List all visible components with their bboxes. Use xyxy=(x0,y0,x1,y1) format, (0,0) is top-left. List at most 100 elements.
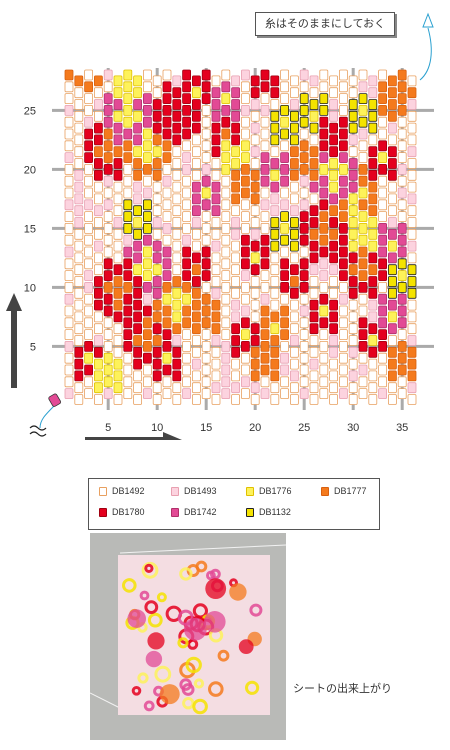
bead xyxy=(260,222,270,234)
bead xyxy=(309,193,319,205)
bead xyxy=(358,281,368,293)
bead xyxy=(113,358,123,370)
bead xyxy=(182,234,192,246)
bead xyxy=(103,364,113,376)
flower-motif xyxy=(147,612,163,628)
bead xyxy=(64,234,74,246)
bead xyxy=(378,152,388,164)
bead xyxy=(260,105,270,116)
bead xyxy=(319,305,329,317)
bead xyxy=(103,222,113,234)
bead xyxy=(407,110,417,122)
bead xyxy=(201,305,211,317)
flower-motif xyxy=(144,600,159,614)
bead xyxy=(152,181,162,193)
bead xyxy=(84,116,93,128)
bead xyxy=(378,352,388,364)
bead xyxy=(64,152,74,164)
bead xyxy=(299,258,309,270)
bead xyxy=(387,264,397,276)
bead xyxy=(289,193,299,205)
bead xyxy=(191,276,201,287)
bead xyxy=(329,252,339,264)
bead xyxy=(299,305,309,317)
bead xyxy=(103,211,113,223)
bead xyxy=(103,81,113,93)
bead xyxy=(113,287,123,299)
thread-line xyxy=(119,544,286,554)
bead xyxy=(221,175,231,187)
bead xyxy=(250,276,260,287)
bead xyxy=(103,340,113,352)
bead xyxy=(133,87,143,99)
flower-motif xyxy=(204,611,226,633)
bead xyxy=(162,81,172,93)
bead xyxy=(221,152,231,164)
bead xyxy=(299,175,309,187)
bead xyxy=(191,311,201,323)
bead xyxy=(113,181,123,193)
bead xyxy=(378,329,388,341)
bead xyxy=(407,346,417,358)
bead xyxy=(407,299,417,311)
flower-motif xyxy=(182,697,195,710)
bead xyxy=(113,122,123,134)
bead xyxy=(280,388,290,400)
bead xyxy=(103,329,113,341)
bead xyxy=(182,305,192,317)
bead xyxy=(270,217,280,228)
bead xyxy=(240,293,250,305)
bead xyxy=(201,329,211,341)
bead xyxy=(250,382,260,394)
bead xyxy=(289,394,299,405)
bead xyxy=(289,264,299,276)
bead xyxy=(280,187,290,199)
bead xyxy=(358,69,368,81)
bead xyxy=(182,128,192,140)
bead xyxy=(250,394,260,405)
bead xyxy=(338,152,348,164)
bead xyxy=(338,128,348,140)
bead xyxy=(162,258,172,270)
bead xyxy=(260,270,270,282)
bead xyxy=(270,276,280,287)
bead xyxy=(338,211,348,223)
bead xyxy=(299,199,309,211)
x-tick-label: 35 xyxy=(396,422,408,434)
bead xyxy=(240,270,250,282)
bead xyxy=(133,311,143,323)
bead xyxy=(182,293,192,305)
bead xyxy=(338,187,348,199)
bead xyxy=(191,99,201,110)
bead xyxy=(358,152,368,164)
bead xyxy=(172,264,182,276)
bead xyxy=(94,169,103,181)
bead xyxy=(113,252,123,264)
bead xyxy=(162,305,172,317)
bead xyxy=(289,146,299,158)
flower-motif xyxy=(249,603,263,617)
bead xyxy=(280,199,290,211)
bead xyxy=(358,234,368,246)
bead xyxy=(289,346,299,358)
bead xyxy=(260,211,270,223)
bead xyxy=(74,193,84,205)
bead xyxy=(289,276,299,287)
bead xyxy=(152,346,162,358)
bead xyxy=(270,228,280,240)
bead xyxy=(142,388,152,400)
bead xyxy=(211,311,221,323)
bead xyxy=(113,382,123,394)
bead xyxy=(250,323,260,335)
bead xyxy=(338,376,348,388)
bead xyxy=(378,116,388,128)
bead xyxy=(407,335,417,346)
bead xyxy=(191,217,201,228)
bead xyxy=(319,388,329,400)
bead xyxy=(172,358,182,370)
bead xyxy=(348,181,358,193)
bead xyxy=(309,122,319,134)
bead xyxy=(231,382,241,394)
bead xyxy=(260,163,270,175)
bead xyxy=(299,81,309,93)
